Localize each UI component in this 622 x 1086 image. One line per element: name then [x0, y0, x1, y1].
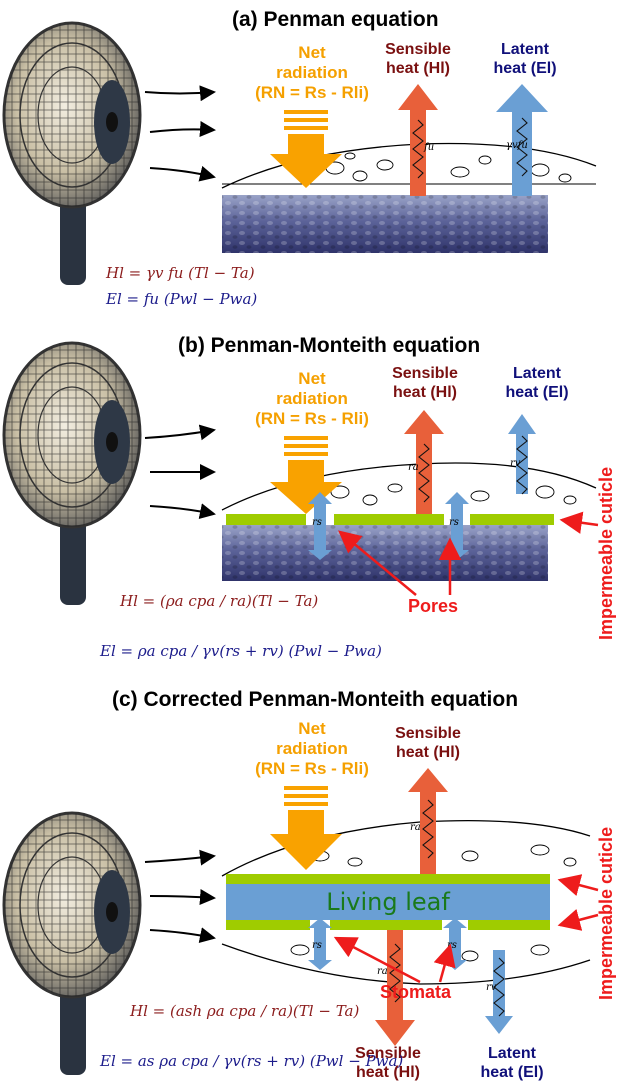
boundary-layer [221, 142, 597, 189]
panel-a-title: (a) Penman equation [232, 8, 439, 31]
equation-h: Hl = (ash ρa cpa / ra)(Tl − Ta) [129, 1002, 359, 1020]
svg-text:radiation: radiation [276, 63, 348, 82]
sensible-heat-arrow [404, 410, 444, 514]
sensible-heat-label-bottom: Sensible heat (Hl) [355, 1045, 421, 1081]
svg-text:heat (Hl): heat (Hl) [396, 744, 460, 761]
svg-text:Sensible: Sensible [395, 725, 461, 742]
svg-text:heat (El): heat (El) [480, 1064, 543, 1081]
latent-heat-arrow-down [485, 950, 513, 1034]
svg-text:Sensible: Sensible [355, 1045, 421, 1062]
svg-text:ra: ra [410, 822, 421, 833]
svg-text:rs: rs [312, 940, 322, 951]
svg-text:rs: rs [312, 517, 322, 528]
sensible-heat-label: Sensible heat (Hl) [392, 365, 458, 401]
sensible-heat-arrow-up [408, 768, 448, 874]
net-radiation-label: Net radiation (RN = Rs - Rli) [255, 719, 369, 778]
svg-text:Latent: Latent [513, 365, 562, 382]
svg-text:rs: rs [449, 517, 459, 528]
cuticle-label: Impermeable cuticle [596, 827, 616, 1000]
svg-text:heat (Hl): heat (Hl) [386, 60, 450, 77]
panel-c-title: (c) Corrected Penman-Monteith equation [112, 688, 518, 711]
svg-text:heat (El): heat (El) [505, 384, 568, 401]
svg-text:Net: Net [298, 43, 326, 62]
cuticle-label: Impermeable cuticle [596, 467, 616, 640]
svg-text:Sensible: Sensible [392, 365, 458, 382]
pore-resistor: rs [308, 492, 332, 560]
stomata-resistor: rs [308, 918, 332, 970]
net-radiation-label: Net radiation (RN = Rs - Rli) [255, 43, 369, 102]
svg-text:(RN = Rs - Rli): (RN = Rs - Rli) [255, 83, 369, 102]
fan-icon [2, 21, 142, 287]
equation-h: Hl = γv fu (Tl − Ta) [105, 264, 255, 282]
svg-text:radiation: radiation [276, 739, 348, 758]
svg-text:ra: ra [408, 462, 419, 473]
net-radiation-arrow [270, 786, 342, 870]
svg-text:Sensible: Sensible [385, 41, 451, 58]
svg-text:rv: rv [510, 458, 521, 469]
panel-a: (a) Penman equation Net radiation (RN = … [2, 8, 597, 308]
svg-text:(RN = Rs - Rli): (RN = Rs - Rli) [255, 759, 369, 778]
air-flow-arrows [144, 85, 216, 182]
svg-text:heat (Hl): heat (Hl) [356, 1064, 420, 1081]
latent-heat-arrow [496, 84, 548, 196]
sensible-heat-arrow [398, 84, 438, 196]
svg-text:Net: Net [298, 369, 326, 388]
svg-text:Net: Net [298, 719, 326, 738]
panel-b-title: (b) Penman-Monteith equation [178, 334, 480, 357]
sensible-heat-label-top: Sensible heat (Hl) [395, 725, 461, 761]
svg-text:fu: fu [423, 142, 434, 153]
svg-text:heat (El): heat (El) [493, 60, 556, 77]
equation-e: El = fu (Pwl − Pwa) [105, 290, 257, 308]
leaf-label: Living leaf [326, 888, 450, 916]
air-flow-arrows [144, 424, 216, 519]
air-flow-arrows [144, 849, 216, 943]
svg-text:Latent: Latent [501, 41, 550, 58]
svg-text:heat (Hl): heat (Hl) [393, 384, 457, 401]
panel-b: (b) Penman-Monteith equation Net radiati… [2, 334, 616, 660]
svg-text:(RN = Rs - Rli): (RN = Rs - Rli) [255, 409, 369, 428]
latent-heat-arrow [508, 414, 536, 494]
net-radiation-arrow [270, 436, 342, 514]
cuticle-layer [226, 514, 554, 525]
fan-icon [2, 811, 142, 1077]
cuticle-top [226, 874, 550, 884]
svg-text:Latent: Latent [488, 1045, 537, 1062]
living-leaf [226, 884, 550, 920]
stomata-label: Stomata [380, 982, 452, 1002]
cuticle-bottom [226, 920, 550, 930]
panel-c: (c) Corrected Penman-Monteith equation L… [2, 688, 616, 1081]
equation-h: Hl = (ρa cpa / ra)(Tl − Ta) [119, 592, 318, 610]
equation-e: El = as ρa cpa / γv(rs + rv) (Pwl − Pwa) [99, 1052, 403, 1070]
net-radiation-arrow [270, 110, 342, 188]
svg-text:radiation: radiation [276, 389, 348, 408]
pores-label: Pores [408, 596, 458, 616]
sensible-heat-arrow-down [375, 930, 415, 1046]
svg-text:ra: ra [377, 966, 388, 977]
net-radiation-label: Net radiation (RN = Rs - Rli) [255, 369, 369, 428]
latent-heat-label: Latent heat (El) [493, 41, 556, 77]
equation-e: El = ρa cpa / γv(rs + rv) (Pwl − Pwa) [99, 642, 382, 660]
latent-heat-label: Latent heat (El) [480, 1045, 543, 1081]
fan-icon [2, 341, 142, 607]
svg-text:rv: rv [486, 982, 497, 993]
svg-text:γvfu: γvfu [506, 140, 528, 151]
sensible-heat-label: Sensible heat (Hl) [385, 41, 451, 77]
latent-heat-label: Latent heat (El) [505, 365, 568, 401]
